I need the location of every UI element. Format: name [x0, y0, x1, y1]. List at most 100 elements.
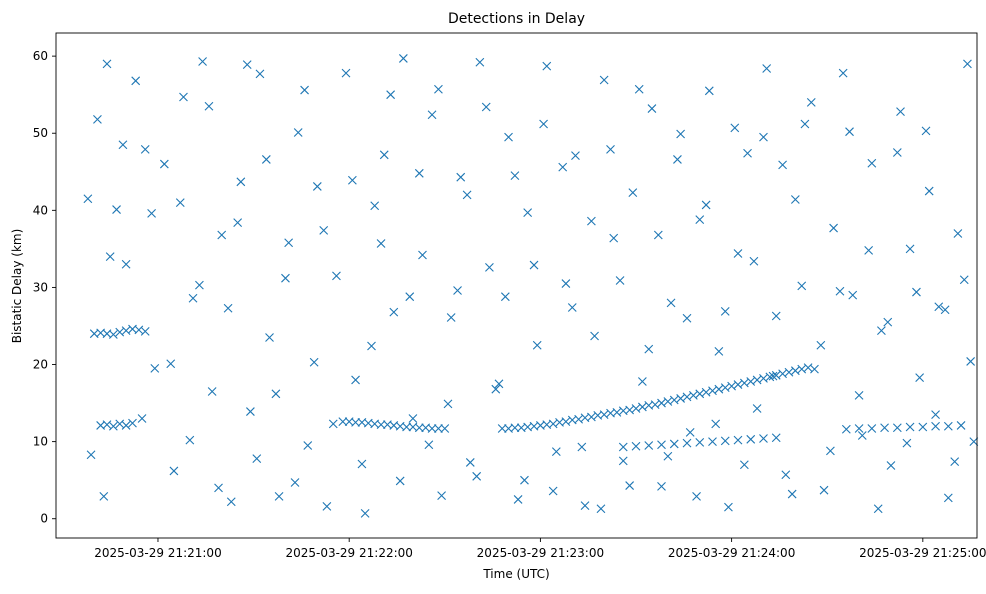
data-point [520, 475, 529, 485]
data-point [826, 446, 835, 456]
data-point [281, 273, 290, 283]
data-point [539, 119, 548, 129]
data-point [376, 420, 386, 430]
data-point [921, 126, 931, 136]
chart-title: Detections in Delay [448, 11, 585, 27]
data-point [402, 422, 411, 432]
data-point [931, 410, 940, 420]
data-point [398, 54, 408, 63]
data-point [414, 423, 424, 433]
data-point [647, 104, 657, 113]
data-point [733, 435, 743, 445]
data-point [759, 132, 768, 142]
data-point [376, 239, 386, 248]
data-point [112, 205, 121, 214]
data-point [446, 313, 456, 322]
data-point [437, 491, 446, 500]
data-point [328, 419, 338, 429]
data-point [99, 491, 109, 501]
data-point [427, 110, 437, 120]
data-point [443, 399, 453, 409]
data-point [351, 375, 360, 385]
data-point [669, 439, 679, 449]
x-tick-label: 2025-03-29 21:22:00 [285, 546, 412, 560]
data-point [395, 476, 405, 486]
data-point [749, 256, 759, 266]
data-point [829, 223, 838, 233]
data-point [692, 491, 701, 501]
data-point [523, 208, 533, 218]
data-point [854, 424, 864, 433]
data-point [529, 260, 539, 270]
data-point [408, 414, 418, 423]
data-point [969, 437, 979, 447]
data-point [695, 438, 705, 447]
data-point [880, 423, 889, 433]
data-point [341, 68, 351, 78]
data-point [312, 182, 322, 191]
data-point [704, 86, 714, 96]
data-point [618, 456, 628, 466]
data-point [513, 495, 523, 504]
data-point [963, 59, 972, 69]
data-point [207, 387, 217, 396]
data-point [370, 201, 380, 211]
data-point [150, 363, 160, 373]
data-point [966, 357, 976, 366]
data-point [561, 279, 571, 288]
data-point [634, 84, 644, 94]
data-point [902, 438, 912, 448]
data-point [892, 148, 902, 157]
data-point [943, 493, 953, 503]
data-point [414, 168, 424, 178]
data-point [233, 218, 243, 228]
data-point [434, 424, 443, 433]
data-point [673, 155, 682, 164]
data-point [246, 407, 255, 416]
data-point [615, 276, 625, 285]
data-point [290, 478, 300, 487]
data-point [628, 188, 638, 197]
data-point [701, 200, 711, 210]
data-point [896, 107, 905, 117]
data-point [424, 440, 434, 450]
data-point [198, 57, 207, 66]
data-point [497, 424, 507, 433]
data-point [309, 357, 319, 367]
data-point [367, 341, 376, 351]
data-point [720, 436, 730, 446]
data-point [265, 333, 274, 342]
data-point [284, 238, 294, 248]
data-point [905, 244, 915, 254]
data-point [730, 123, 740, 133]
data-point [886, 461, 896, 470]
data-point [121, 259, 131, 269]
data-point [797, 281, 807, 291]
data-point [185, 435, 195, 445]
data-point [768, 371, 778, 381]
data-point [118, 140, 128, 150]
y-tick-label: 60 [33, 49, 48, 63]
data-point [271, 389, 281, 399]
data-point [465, 458, 475, 467]
data-point [746, 434, 756, 444]
data-point [532, 340, 542, 350]
data-point [491, 384, 501, 394]
data-point [867, 424, 877, 433]
y-tick-label: 20 [33, 358, 48, 372]
data-point [475, 57, 485, 67]
data-point [485, 262, 494, 272]
data-point [121, 421, 131, 430]
data-point [924, 186, 934, 196]
data-point [845, 127, 854, 137]
data-point [759, 434, 768, 443]
data-point [214, 483, 223, 493]
data-point [166, 359, 176, 369]
data-point [494, 379, 504, 389]
data-point [360, 508, 370, 518]
data-point [637, 377, 647, 386]
data-point [580, 501, 590, 511]
data-point [319, 225, 329, 235]
data-point [848, 290, 858, 300]
